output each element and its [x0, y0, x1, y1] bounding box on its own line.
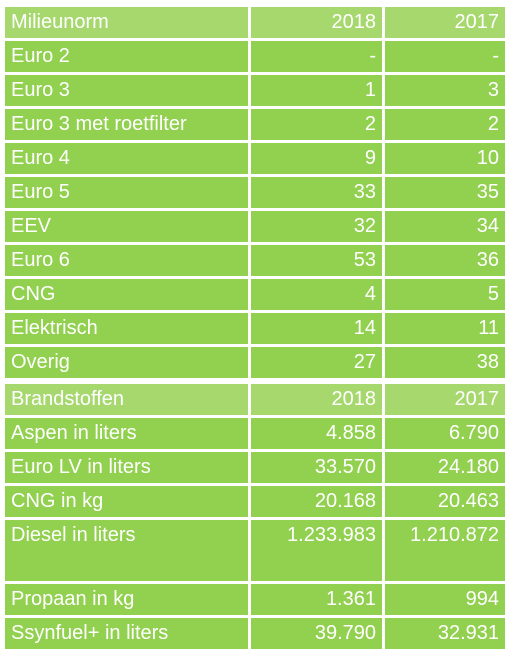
header-cell: Milieunorm: [5, 7, 251, 41]
table-cell: Euro 3 met roetfilter: [5, 109, 251, 143]
table-cell: 27: [251, 347, 385, 381]
table-cell: 6.790: [385, 418, 505, 452]
table-cell: 20.463: [385, 486, 505, 520]
table-cell: Euro 4: [5, 143, 251, 177]
table-cell: EEV: [5, 211, 251, 245]
table-cell: 39.790: [251, 618, 385, 652]
table-cell: 1.233.983: [251, 520, 385, 584]
table-row: Overig 27 38: [5, 347, 505, 381]
table-cell: Ssynfuel+ in liters: [5, 618, 251, 652]
table-cell: 33.570: [251, 452, 385, 486]
table-cell: Elektrisch: [5, 313, 251, 347]
table-cell: Euro 2: [5, 41, 251, 75]
table-cell: 20.168: [251, 486, 385, 520]
table-cell: 994: [385, 584, 505, 618]
table-row: Euro 6 53 36: [5, 245, 505, 279]
table-cell: 5: [385, 279, 505, 313]
table-cell: 36: [385, 245, 505, 279]
milieunorm-table: Milieunorm 2018 2017 Euro 2 - - Euro 3 1…: [5, 7, 505, 381]
table-cell: 4.858: [251, 418, 385, 452]
table-cell: 32.931: [385, 618, 505, 652]
table-cell: CNG in kg: [5, 486, 251, 520]
table-row: Diesel in liters 1.233.983 1.210.872: [5, 520, 505, 584]
table-cell: -: [251, 41, 385, 75]
table-cell: 1.210.872: [385, 520, 505, 584]
table-cell: 35: [385, 177, 505, 211]
table-cell: 32: [251, 211, 385, 245]
table-cell: Diesel in liters: [5, 520, 251, 584]
header-cell: 2018: [251, 7, 385, 41]
table-row: Elektrisch 14 11: [5, 313, 505, 347]
table-cell: Euro LV in liters: [5, 452, 251, 486]
table-cell: 53: [251, 245, 385, 279]
brandstoffen-table: Brandstoffen 2018 2017 Aspen in liters 4…: [5, 384, 505, 652]
table-row: Ssynfuel+ in liters 39.790 32.931: [5, 618, 505, 652]
table-row: Euro 3 met roetfilter 2 2: [5, 109, 505, 143]
table-row: Propaan in kg 1.361 994: [5, 584, 505, 618]
table-cell: 10: [385, 143, 505, 177]
table-cell: Aspen in liters: [5, 418, 251, 452]
header-cell: 2017: [385, 7, 505, 41]
table-cell: Euro 3: [5, 75, 251, 109]
table-header-row: Brandstoffen 2018 2017: [5, 384, 505, 418]
table-cell: CNG: [5, 279, 251, 313]
table-cell: Overig: [5, 347, 251, 381]
table-cell: 2: [251, 109, 385, 143]
table-row: CNG in kg 20.168 20.463: [5, 486, 505, 520]
table-row: Euro LV in liters 33.570 24.180: [5, 452, 505, 486]
table-cell: 4: [251, 279, 385, 313]
table-row: Euro 3 1 3: [5, 75, 505, 109]
header-cell: 2017: [385, 384, 505, 418]
table-cell: Euro 5: [5, 177, 251, 211]
header-cell: Brandstoffen: [5, 384, 251, 418]
table-cell: 38: [385, 347, 505, 381]
table-row: Euro 4 9 10: [5, 143, 505, 177]
table-cell: 1.361: [251, 584, 385, 618]
table-header-row: Milieunorm 2018 2017: [5, 7, 505, 41]
table-cell: 14: [251, 313, 385, 347]
table-cell: 2: [385, 109, 505, 143]
table-cell: 24.180: [385, 452, 505, 486]
table-cell: 9: [251, 143, 385, 177]
table-cell: Euro 6: [5, 245, 251, 279]
header-cell: 2018: [251, 384, 385, 418]
table-cell: 34: [385, 211, 505, 245]
table-cell: -: [385, 41, 505, 75]
table-cell: 11: [385, 313, 505, 347]
table-cell: 3: [385, 75, 505, 109]
table-row: Euro 2 - -: [5, 41, 505, 75]
table-row: EEV 32 34: [5, 211, 505, 245]
table-row: CNG 4 5: [5, 279, 505, 313]
table-row: Aspen in liters 4.858 6.790: [5, 418, 505, 452]
table-row: Euro 5 33 35: [5, 177, 505, 211]
table-cell: Propaan in kg: [5, 584, 251, 618]
table-cell: 33: [251, 177, 385, 211]
table-cell: 1: [251, 75, 385, 109]
